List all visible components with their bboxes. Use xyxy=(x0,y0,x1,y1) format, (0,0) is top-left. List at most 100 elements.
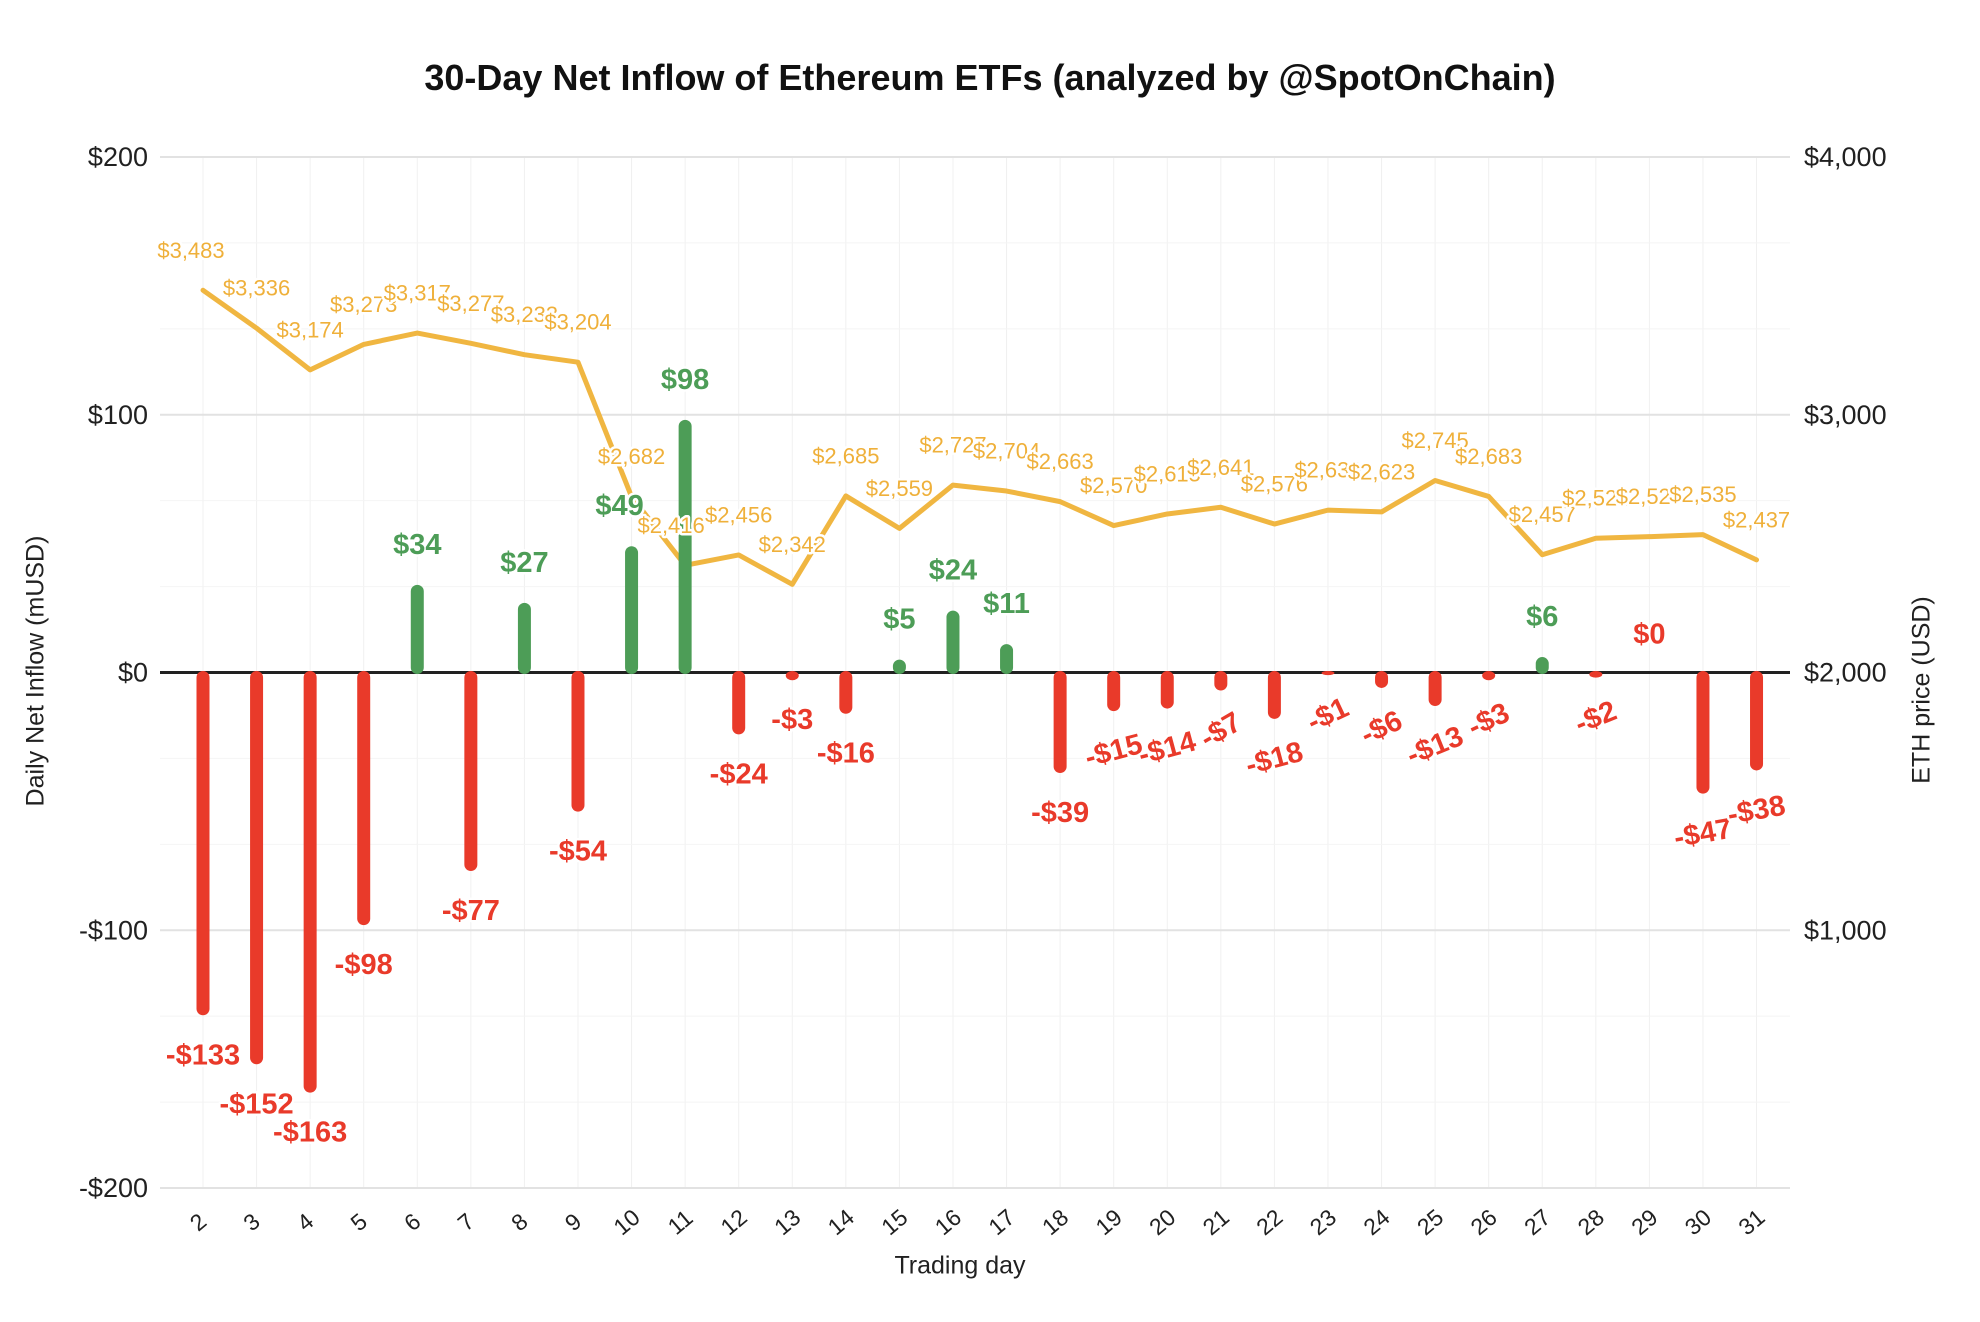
x-axis-tick-19: 19 xyxy=(1091,1204,1127,1240)
bar-day-28[interactable] xyxy=(1589,671,1603,678)
bar-day-17[interactable] xyxy=(1000,644,1014,674)
bar-value-label-day-13: -$3 xyxy=(771,704,813,736)
bar-value-label-day-3: -$152 xyxy=(219,1088,293,1120)
bar-day-25[interactable] xyxy=(1428,671,1442,707)
bar-day-6[interactable] xyxy=(410,584,424,674)
bar-day-24[interactable] xyxy=(1375,671,1389,688)
bar-value-label-day-22: -$18 xyxy=(1242,736,1306,782)
bar-day-9[interactable] xyxy=(571,671,585,812)
price-label-day-18: $2,663 xyxy=(1026,449,1093,474)
bar-day-16[interactable] xyxy=(946,610,960,674)
price-label-day-30: $2,535 xyxy=(1669,482,1736,507)
x-axis-tick-22: 22 xyxy=(1251,1204,1287,1240)
bar-value-label-day-4: -$163 xyxy=(273,1117,347,1149)
bar-day-7[interactable] xyxy=(464,671,478,871)
x-axis-tick-29: 29 xyxy=(1626,1204,1662,1240)
price-label-day-16: $2,727 xyxy=(919,433,986,458)
right-axis-tick: $1,000 xyxy=(1804,915,1887,945)
bar-day-21[interactable] xyxy=(1214,671,1228,691)
bar-value-label-day-18: -$39 xyxy=(1031,797,1089,829)
bar-value-label-day-27: $6 xyxy=(1526,601,1558,633)
price-label-day-21: $2,641 xyxy=(1187,455,1254,480)
price-label-day-23: $2,630 xyxy=(1294,458,1361,483)
bar-day-14[interactable] xyxy=(839,671,853,714)
right-axis-tick: $3,000 xyxy=(1804,400,1887,430)
x-axis-tick-23: 23 xyxy=(1305,1204,1341,1240)
price-label-day-29: $2,527 xyxy=(1616,484,1683,509)
bar-value-label-day-11: $98 xyxy=(661,364,709,396)
x-axis-tick-31: 31 xyxy=(1733,1204,1769,1240)
bar-day-22[interactable] xyxy=(1267,671,1281,719)
x-axis-tick-9: 9 xyxy=(560,1208,587,1236)
x-axis-tick-11: 11 xyxy=(663,1204,698,1239)
x-axis-tick-7: 7 xyxy=(453,1208,480,1236)
bar-day-30[interactable] xyxy=(1696,671,1710,794)
left-axis-tick: $200 xyxy=(88,142,148,172)
left-axis-tick: $100 xyxy=(88,400,148,430)
bar-value-label-day-19: -$15 xyxy=(1082,728,1146,774)
bar-value-label-day-20: -$14 xyxy=(1135,726,1199,772)
x-axis-tick-21: 21 xyxy=(1198,1204,1234,1240)
bar-day-8[interactable] xyxy=(517,602,531,674)
price-label-day-28: $2,521 xyxy=(1562,486,1629,511)
bar-value-label-day-12: -$24 xyxy=(710,758,768,790)
price-label-day-25: $2,745 xyxy=(1401,428,1468,453)
bar-day-10[interactable] xyxy=(625,546,639,674)
bar-day-4[interactable] xyxy=(303,671,317,1093)
bar-day-27[interactable] xyxy=(1535,657,1549,674)
left-axis-tick: $0 xyxy=(118,658,148,688)
bar-day-13[interactable] xyxy=(785,671,799,681)
bar-value-label-day-31: -$38 xyxy=(1725,790,1788,832)
bar-value-label-day-24: -$6 xyxy=(1356,705,1408,752)
x-axis-tick-15: 15 xyxy=(876,1204,912,1240)
bar-day-26[interactable] xyxy=(1482,671,1496,681)
bar-day-3[interactable] xyxy=(250,671,264,1065)
x-axis-tick-8: 8 xyxy=(506,1208,533,1236)
price-label-day-6: $3,317 xyxy=(384,281,451,306)
price-label-day-31: $2,437 xyxy=(1723,507,1790,532)
bar-day-20[interactable] xyxy=(1160,671,1174,709)
bar-value-label-day-14: -$16 xyxy=(817,738,875,770)
x-axis-tick-5: 5 xyxy=(345,1208,372,1236)
price-label-day-3: $3,336 xyxy=(223,276,290,301)
bar-day-11[interactable] xyxy=(678,419,692,674)
x-axis-tick-28: 28 xyxy=(1573,1204,1609,1240)
bar-day-15[interactable] xyxy=(892,659,906,674)
bar-value-label-day-6: $34 xyxy=(393,529,441,561)
price-label-day-10: $2,682 xyxy=(598,444,665,469)
bar-value-label-day-23: -$1 xyxy=(1302,692,1354,739)
bar-day-31[interactable] xyxy=(1750,671,1764,771)
price-label-day-14: $2,685 xyxy=(812,443,879,468)
price-label-day-5: $3,273 xyxy=(330,292,397,317)
bar-value-label-day-28: -$2 xyxy=(1570,695,1621,740)
bar-value-label-day-26: -$3 xyxy=(1463,697,1515,744)
bar-day-2[interactable] xyxy=(196,671,210,1016)
bar-day-12[interactable] xyxy=(732,671,746,735)
price-label-day-20: $2,615 xyxy=(1134,461,1201,486)
price-line[interactable] xyxy=(200,287,1760,587)
right-axis-tick: $2,000 xyxy=(1804,658,1887,688)
price-label-day-2: $3,483 xyxy=(157,238,224,263)
x-axis-title: Trading day xyxy=(894,1251,1026,1280)
bar-day-18[interactable] xyxy=(1053,671,1067,774)
price-label-day-26: $2,683 xyxy=(1455,444,1522,469)
x-axis-tick-13: 13 xyxy=(769,1204,805,1240)
x-axis-tick-12: 12 xyxy=(716,1204,752,1240)
bar-value-label-day-15: $5 xyxy=(883,604,915,636)
x-axis-tick-25: 25 xyxy=(1412,1204,1448,1240)
bar-day-19[interactable] xyxy=(1107,671,1121,712)
x-axis-tick-3: 3 xyxy=(238,1208,265,1236)
bar-day-5[interactable] xyxy=(357,671,371,926)
chart-title: 30-Day Net Inflow of Ethereum ETFs (anal… xyxy=(424,57,1556,98)
right-axis-tick: $4,000 xyxy=(1804,142,1887,172)
bar-day-23[interactable] xyxy=(1321,671,1335,676)
price-label-day-19: $2,570 xyxy=(1080,473,1147,498)
price-label-day-4: $3,174 xyxy=(276,317,343,342)
x-axis-tick-30: 30 xyxy=(1680,1204,1716,1240)
price-label-day-7: $3,277 xyxy=(437,291,504,316)
price-label-day-13: $2,342 xyxy=(759,532,826,557)
bar-value-label-day-30: -$47 xyxy=(1672,813,1735,855)
x-axis-tick-26: 26 xyxy=(1466,1204,1502,1240)
price-label-day-12: $2,456 xyxy=(705,502,772,527)
